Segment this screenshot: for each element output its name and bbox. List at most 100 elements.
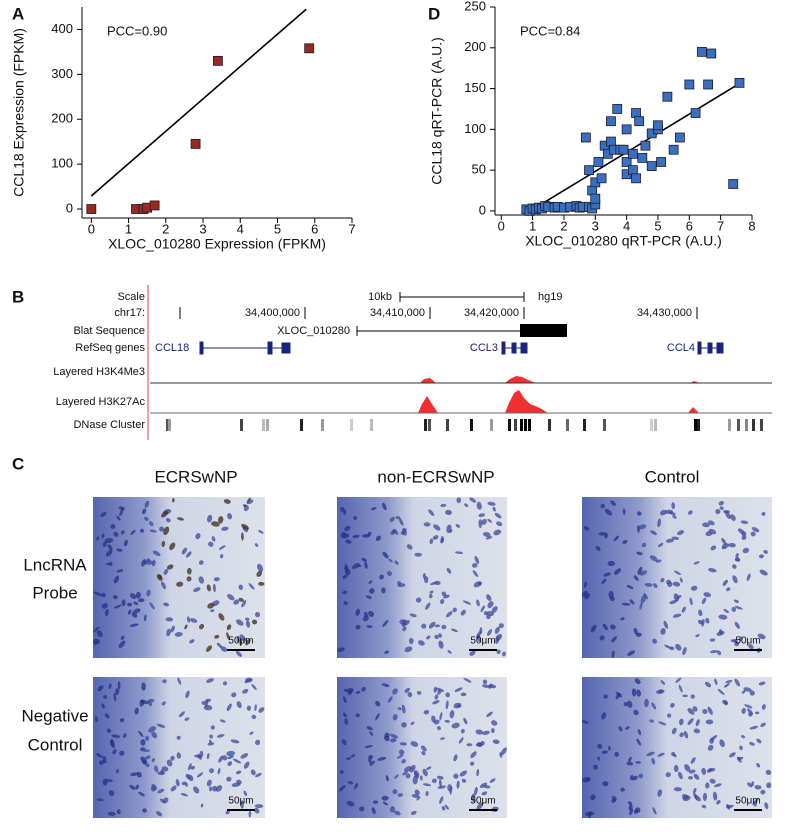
gene-label: CCL3: [470, 342, 498, 354]
nucleus: [227, 755, 234, 760]
nucleus: [672, 613, 682, 618]
nucleus: [705, 617, 710, 624]
nucleus: [389, 806, 396, 813]
nucleus: [614, 751, 619, 757]
nucleus: [388, 558, 393, 563]
nucleus: [129, 784, 136, 790]
dnase-bar: [694, 419, 697, 431]
nucleus: [750, 531, 756, 537]
nucleus: [660, 577, 665, 583]
nucleus: [218, 545, 226, 550]
nucleus: [660, 628, 666, 635]
nucleus: [737, 528, 745, 535]
nucleus: [709, 638, 716, 642]
nucleus: [622, 508, 626, 515]
nucleus: [243, 505, 249, 512]
nucleus: [165, 517, 171, 523]
x-tick-label: 2: [162, 221, 169, 236]
point: [580, 132, 591, 143]
nucleus: [744, 704, 753, 709]
nucleus: [694, 794, 701, 802]
track-label: DNase Cluster: [73, 419, 145, 431]
nucleus: [460, 609, 466, 616]
nucleus: [254, 611, 261, 618]
nucleus: [104, 538, 114, 544]
scale-bar: [399, 292, 525, 302]
nucleus: [144, 559, 154, 565]
nucleus: [718, 629, 723, 635]
dnase-bar: [300, 419, 303, 431]
nucleus: [672, 581, 681, 587]
nucleus: [682, 647, 687, 656]
row-label: Probe: [32, 583, 77, 602]
nucleus: [438, 640, 444, 649]
nucleus: [345, 569, 351, 576]
nucleus: [342, 738, 347, 746]
nucleus: [722, 579, 728, 586]
nucleus: [203, 705, 213, 711]
nucleus: [169, 542, 176, 551]
point: [656, 157, 667, 167]
nucleus: [346, 800, 355, 807]
dnase-bar: [583, 419, 586, 431]
nucleus: [119, 750, 125, 756]
nucleus: [431, 778, 437, 783]
dnase-bar: [697, 419, 700, 431]
nucleus: [384, 732, 390, 738]
nucleus: [738, 636, 743, 641]
nucleus: [355, 713, 360, 718]
point: [637, 153, 648, 163]
nucleus: [401, 704, 406, 714]
nucleus: [420, 775, 423, 781]
point: [706, 48, 717, 59]
nucleus: [651, 702, 657, 710]
nucleus: [115, 687, 120, 696]
nucleus: [628, 756, 632, 762]
dnase-track: [166, 419, 763, 431]
nucleus: [402, 626, 407, 632]
nucleus: [367, 531, 372, 537]
nucleus: [453, 702, 462, 709]
nucleus: [621, 602, 631, 606]
nucleus: [227, 761, 233, 767]
nucleus: [414, 552, 423, 557]
point: [734, 77, 745, 88]
nucleus: [702, 709, 708, 715]
point: [653, 120, 663, 131]
nucleus: [138, 791, 145, 797]
nucleus: [637, 511, 642, 516]
nucleus: [723, 683, 730, 688]
nucleus: [246, 705, 251, 711]
nucleus: [460, 692, 467, 697]
nucleus: [657, 752, 665, 757]
nucleus: [126, 602, 133, 607]
nucleus: [743, 687, 752, 692]
nucleus: [161, 766, 169, 772]
nucleus: [643, 592, 649, 600]
nucleus: [650, 530, 657, 536]
nucleus: [646, 751, 655, 757]
nucleus: [710, 545, 717, 551]
dnase-bar: [446, 419, 449, 431]
nucleus: [166, 759, 173, 767]
point: [606, 116, 616, 127]
dnase-bar: [514, 419, 517, 431]
nucleus: [626, 700, 633, 708]
nucleus: [492, 506, 496, 512]
nucleus: [456, 497, 462, 504]
nucleus: [450, 628, 458, 633]
nucleus: [345, 757, 352, 760]
nucleus: [753, 801, 757, 807]
nucleus: [455, 551, 464, 555]
nucleus: [698, 609, 703, 617]
nucleus: [705, 719, 714, 725]
nucleus: [496, 521, 503, 527]
nucleus: [758, 554, 764, 559]
nucleus: [230, 739, 240, 744]
point: [684, 79, 695, 90]
nucleus: [714, 783, 722, 788]
nucleus: [243, 761, 250, 769]
nucleus: [757, 633, 766, 640]
nucleus: [410, 810, 417, 815]
dnase-bar: [321, 419, 324, 431]
